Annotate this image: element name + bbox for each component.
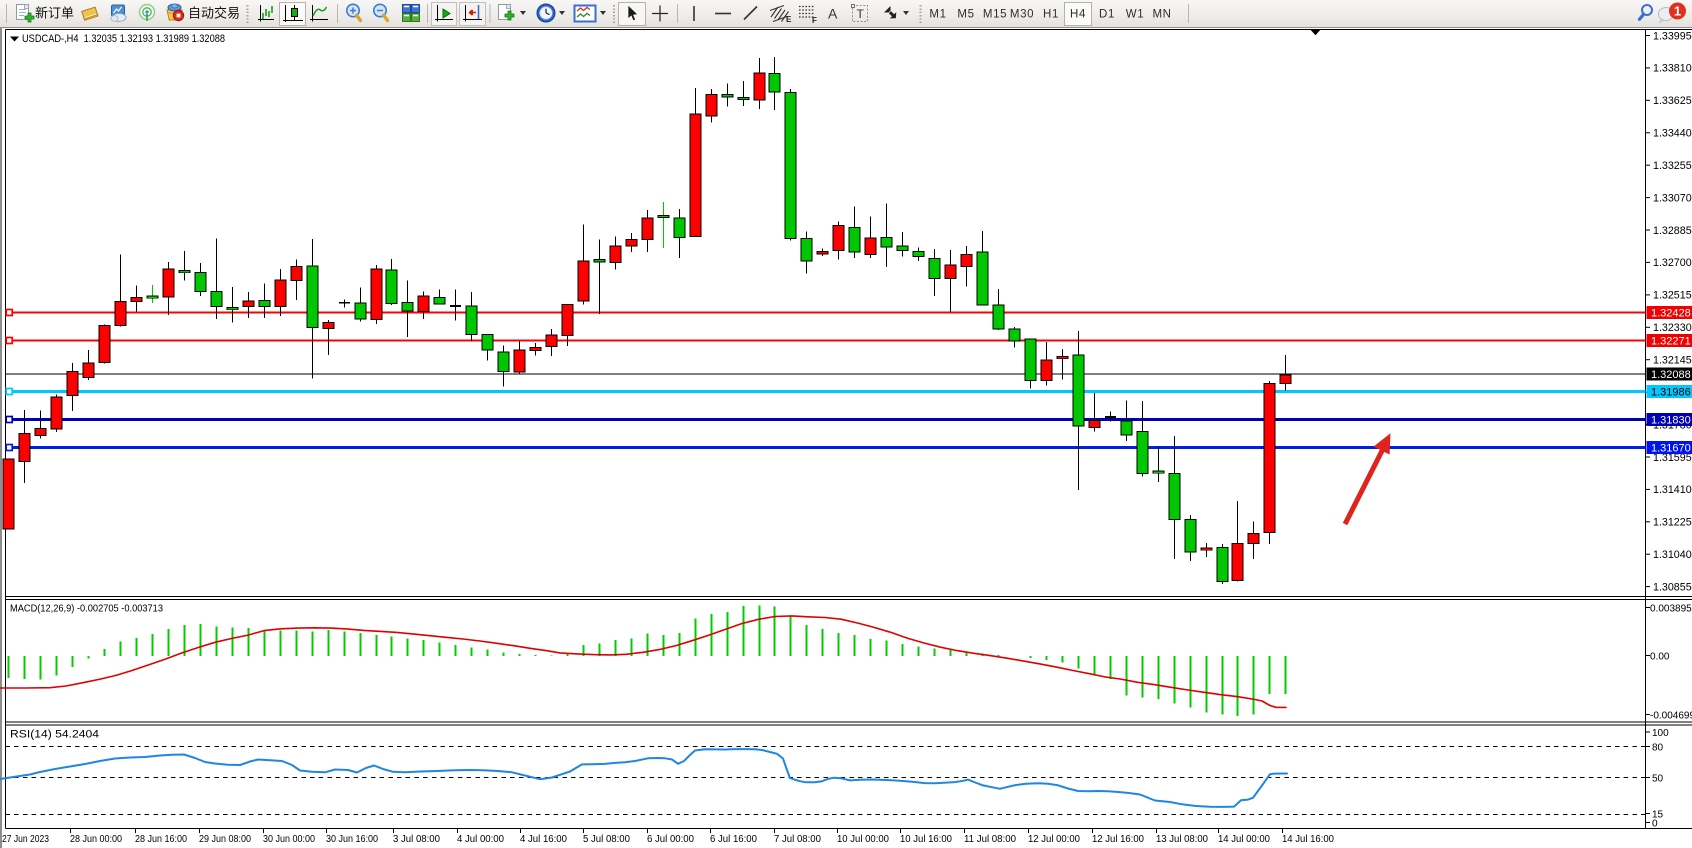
svg-text:13 Jul 08:00: 13 Jul 08:00 (1156, 834, 1208, 845)
svg-text:MN: MN (1152, 9, 1171, 21)
svg-text:1.31670: 1.31670 (1651, 442, 1691, 454)
svg-text:28 Jun 16:00: 28 Jun 16:00 (135, 834, 187, 845)
svg-text:1.31986: 1.31986 (1651, 386, 1691, 398)
svg-text:12 Jul 16:00: 12 Jul 16:00 (1092, 834, 1144, 845)
svg-text:10 Jul 00:00: 10 Jul 00:00 (837, 834, 889, 845)
svg-text:USDCAD-,H4 1.32035 1.32193 1.: USDCAD-,H4 1.32035 1.32193 1.31989 1.320… (22, 33, 225, 45)
svg-text:1.33070: 1.33070 (1653, 192, 1692, 204)
svg-text:12 Jul 00:00: 12 Jul 00:00 (1028, 834, 1080, 845)
svg-text:1.32330: 1.32330 (1653, 322, 1692, 334)
svg-text:1.31595: 1.31595 (1653, 452, 1692, 464)
svg-text:30 Jun 16:00: 30 Jun 16:00 (326, 834, 378, 845)
svg-text:50: 50 (1652, 773, 1664, 784)
svg-text:M5: M5 (957, 9, 974, 21)
svg-text:1.33255: 1.33255 (1653, 160, 1692, 172)
svg-text:6 Jul 00:00: 6 Jul 00:00 (647, 834, 694, 845)
svg-text:1.32885: 1.32885 (1653, 225, 1692, 237)
svg-text:0.00: 0.00 (1650, 651, 1670, 662)
svg-text:1.31225: 1.31225 (1653, 517, 1692, 529)
svg-text:100: 100 (1652, 728, 1669, 739)
svg-text:M15: M15 (983, 9, 1007, 21)
svg-text:1.32088: 1.32088 (1651, 369, 1691, 381)
svg-text:11 Jul 08:00: 11 Jul 08:00 (964, 834, 1016, 845)
svg-text:4 Jul 16:00: 4 Jul 16:00 (520, 834, 567, 845)
svg-text:15: 15 (1652, 809, 1664, 820)
svg-text:1: 1 (1674, 4, 1681, 19)
svg-text:M1: M1 (929, 9, 946, 21)
svg-text:1.33440: 1.33440 (1653, 128, 1692, 140)
svg-text:D1: D1 (1099, 9, 1115, 21)
svg-text:1.33995: 1.33995 (1653, 30, 1692, 42)
svg-text:0.003895: 0.003895 (1650, 603, 1692, 614)
svg-text:6 Jul 16:00: 6 Jul 16:00 (710, 834, 757, 845)
svg-text:3 Jul 08:00: 3 Jul 08:00 (393, 834, 440, 845)
svg-text:7 Jul 08:00: 7 Jul 08:00 (774, 834, 821, 845)
svg-text:1.31830: 1.31830 (1651, 414, 1691, 426)
svg-text:10 Jul 16:00: 10 Jul 16:00 (900, 834, 952, 845)
svg-text:MACD(12,26,9) -0.002705 -0.003: MACD(12,26,9) -0.002705 -0.003713 (10, 604, 163, 615)
svg-text:1.32271: 1.32271 (1651, 335, 1691, 347)
svg-text:新订单: 新订单 (35, 6, 74, 21)
svg-text:1.32145: 1.32145 (1653, 355, 1692, 367)
svg-text:-0.004699: -0.004699 (1650, 710, 1692, 721)
svg-text:M30: M30 (1010, 9, 1034, 21)
svg-text:RSI(14) 54.2404: RSI(14) 54.2404 (10, 729, 99, 741)
svg-text:A: A (828, 6, 838, 22)
svg-text:29 Jun 08:00: 29 Jun 08:00 (199, 834, 251, 845)
svg-text:14 Jul 00:00: 14 Jul 00:00 (1218, 834, 1270, 845)
svg-text:5 Jul 08:00: 5 Jul 08:00 (583, 834, 630, 845)
svg-text:1.31410: 1.31410 (1653, 484, 1692, 496)
svg-text:0: 0 (1652, 818, 1658, 829)
svg-text:80: 80 (1652, 742, 1664, 753)
svg-text:1.33625: 1.33625 (1653, 95, 1692, 107)
svg-text:W1: W1 (1126, 9, 1144, 21)
svg-text:1.30855: 1.30855 (1653, 581, 1692, 593)
svg-text:H4: H4 (1070, 9, 1086, 21)
svg-text:1.31040: 1.31040 (1653, 549, 1692, 561)
svg-text:F: F (812, 16, 817, 25)
svg-text:28 Jun 00:00: 28 Jun 00:00 (70, 834, 122, 845)
svg-text:27 Jun 2023: 27 Jun 2023 (2, 834, 49, 845)
svg-text:1.32428: 1.32428 (1651, 307, 1691, 319)
svg-text:T: T (857, 7, 865, 21)
svg-text:4 Jul 00:00: 4 Jul 00:00 (457, 834, 504, 845)
svg-text:1.33810: 1.33810 (1653, 63, 1692, 75)
svg-text:E: E (786, 15, 792, 24)
svg-text:1.32515: 1.32515 (1653, 290, 1692, 302)
svg-text:H1: H1 (1043, 9, 1059, 21)
svg-text:14 Jul 16:00: 14 Jul 16:00 (1282, 834, 1334, 845)
svg-text:自动交易: 自动交易 (188, 6, 240, 21)
svg-text:1.32700: 1.32700 (1653, 257, 1692, 269)
svg-text:30 Jun 00:00: 30 Jun 00:00 (263, 834, 315, 845)
